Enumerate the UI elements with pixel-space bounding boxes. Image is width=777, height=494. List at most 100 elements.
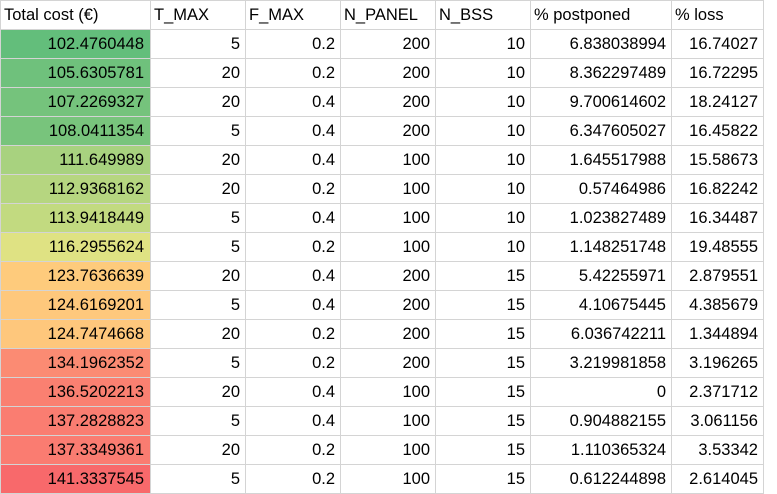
cell-postponed[interactable]: 4.10675445 — [530, 290, 672, 320]
cell-f-max[interactable]: 0.2 — [245, 174, 341, 204]
cell-t-max[interactable]: 5 — [150, 348, 246, 378]
cell-f-max[interactable]: 0.4 — [245, 290, 341, 320]
header-total-cost[interactable]: Total cost (€) — [0, 0, 151, 30]
cell-loss[interactable]: 1.344894 — [671, 319, 764, 349]
cell-total-cost[interactable]: 137.2828823 — [0, 406, 151, 436]
cell-t-max[interactable]: 20 — [150, 435, 246, 465]
cell-total-cost[interactable]: 113.9418449 — [0, 203, 151, 233]
cell-n-panel[interactable]: 200 — [340, 58, 436, 88]
cell-f-max[interactable]: 0.4 — [245, 203, 341, 233]
cell-t-max[interactable]: 20 — [150, 58, 246, 88]
cell-f-max[interactable]: 0.2 — [245, 319, 341, 349]
cell-f-max[interactable]: 0.2 — [245, 29, 341, 59]
cell-loss[interactable]: 15.58673 — [671, 145, 764, 175]
header-f-max[interactable]: F_MAX — [245, 0, 341, 30]
cell-n-bss[interactable]: 10 — [435, 203, 531, 233]
cell-n-bss[interactable]: 10 — [435, 232, 531, 262]
cell-n-panel[interactable]: 100 — [340, 464, 436, 494]
cell-t-max[interactable]: 20 — [150, 261, 246, 291]
cell-total-cost[interactable]: 116.2955624 — [0, 232, 151, 262]
cell-n-bss[interactable]: 15 — [435, 435, 531, 465]
cell-postponed[interactable]: 6.347605027 — [530, 116, 672, 146]
cell-postponed[interactable]: 1.645517988 — [530, 145, 672, 175]
cell-loss[interactable]: 16.82242 — [671, 174, 764, 204]
cell-f-max[interactable]: 0.2 — [245, 58, 341, 88]
cell-total-cost[interactable]: 108.0411354 — [0, 116, 151, 146]
cell-total-cost[interactable]: 124.7474668 — [0, 319, 151, 349]
cell-n-bss[interactable]: 15 — [435, 406, 531, 436]
cell-loss[interactable]: 18.24127 — [671, 87, 764, 117]
header-n-bss[interactable]: N_BSS — [435, 0, 531, 30]
cell-n-panel[interactable]: 100 — [340, 203, 436, 233]
cell-n-panel[interactable]: 100 — [340, 174, 436, 204]
cell-n-bss[interactable]: 15 — [435, 290, 531, 320]
cell-t-max[interactable]: 20 — [150, 145, 246, 175]
cell-t-max[interactable]: 5 — [150, 406, 246, 436]
cell-f-max[interactable]: 0.4 — [245, 145, 341, 175]
cell-n-bss[interactable]: 15 — [435, 348, 531, 378]
cell-total-cost[interactable]: 124.6169201 — [0, 290, 151, 320]
cell-n-bss[interactable]: 15 — [435, 377, 531, 407]
cell-n-bss[interactable]: 10 — [435, 58, 531, 88]
cell-t-max[interactable]: 5 — [150, 29, 246, 59]
cell-n-panel[interactable]: 200 — [340, 261, 436, 291]
cell-n-panel[interactable]: 100 — [340, 435, 436, 465]
cell-loss[interactable]: 16.74027 — [671, 29, 764, 59]
cell-f-max[interactable]: 0.4 — [245, 406, 341, 436]
cell-postponed[interactable]: 6.036742211 — [530, 319, 672, 349]
cell-total-cost[interactable]: 112.9368162 — [0, 174, 151, 204]
cell-n-panel[interactable]: 200 — [340, 116, 436, 146]
header-t-max[interactable]: T_MAX — [150, 0, 246, 30]
cell-postponed[interactable]: 0 — [530, 377, 672, 407]
cell-loss[interactable]: 2.879551 — [671, 261, 764, 291]
cell-postponed[interactable]: 6.838038994 — [530, 29, 672, 59]
cell-f-max[interactable]: 0.4 — [245, 116, 341, 146]
cell-t-max[interactable]: 5 — [150, 464, 246, 494]
cell-loss[interactable]: 3.061156 — [671, 406, 764, 436]
cell-f-max[interactable]: 0.2 — [245, 464, 341, 494]
cell-postponed[interactable]: 3.219981858 — [530, 348, 672, 378]
cell-loss[interactable]: 3.196265 — [671, 348, 764, 378]
cell-t-max[interactable]: 20 — [150, 87, 246, 117]
cell-t-max[interactable]: 20 — [150, 377, 246, 407]
cell-n-bss[interactable]: 10 — [435, 145, 531, 175]
cell-loss[interactable]: 19.48555 — [671, 232, 764, 262]
cell-total-cost[interactable]: 137.3349361 — [0, 435, 151, 465]
cell-t-max[interactable]: 20 — [150, 319, 246, 349]
cell-total-cost[interactable]: 123.7636639 — [0, 261, 151, 291]
cell-n-panel[interactable]: 100 — [340, 377, 436, 407]
cell-n-panel[interactable]: 100 — [340, 406, 436, 436]
cell-postponed[interactable]: 0.57464986 — [530, 174, 672, 204]
cell-postponed[interactable]: 0.612244898 — [530, 464, 672, 494]
cell-t-max[interactable]: 5 — [150, 232, 246, 262]
cell-f-max[interactable]: 0.4 — [245, 261, 341, 291]
cell-f-max[interactable]: 0.2 — [245, 348, 341, 378]
cell-total-cost[interactable]: 141.3337545 — [0, 464, 151, 494]
cell-loss[interactable]: 3.53342 — [671, 435, 764, 465]
cell-n-panel[interactable]: 200 — [340, 29, 436, 59]
cell-n-bss[interactable]: 10 — [435, 29, 531, 59]
header-n-panel[interactable]: N_PANEL — [340, 0, 436, 30]
cell-f-max[interactable]: 0.4 — [245, 87, 341, 117]
cell-total-cost[interactable]: 136.5202213 — [0, 377, 151, 407]
cell-n-bss[interactable]: 10 — [435, 174, 531, 204]
header-postponed[interactable]: % postponed — [530, 0, 672, 30]
cell-loss[interactable]: 4.385679 — [671, 290, 764, 320]
cell-n-panel[interactable]: 200 — [340, 319, 436, 349]
cell-f-max[interactable]: 0.2 — [245, 232, 341, 262]
header-loss[interactable]: % loss — [671, 0, 764, 30]
cell-n-panel[interactable]: 100 — [340, 232, 436, 262]
cell-t-max[interactable]: 5 — [150, 203, 246, 233]
cell-t-max[interactable]: 20 — [150, 174, 246, 204]
cell-n-bss[interactable]: 15 — [435, 319, 531, 349]
cell-postponed[interactable]: 1.023827489 — [530, 203, 672, 233]
cell-n-panel[interactable]: 200 — [340, 87, 436, 117]
cell-total-cost[interactable]: 134.1962352 — [0, 348, 151, 378]
cell-loss[interactable]: 16.34487 — [671, 203, 764, 233]
cell-f-max[interactable]: 0.4 — [245, 377, 341, 407]
cell-n-panel[interactable]: 200 — [340, 348, 436, 378]
cell-postponed[interactable]: 8.362297489 — [530, 58, 672, 88]
cell-n-bss[interactable]: 10 — [435, 116, 531, 146]
cell-n-bss[interactable]: 10 — [435, 87, 531, 117]
cell-postponed[interactable]: 9.700614602 — [530, 87, 672, 117]
